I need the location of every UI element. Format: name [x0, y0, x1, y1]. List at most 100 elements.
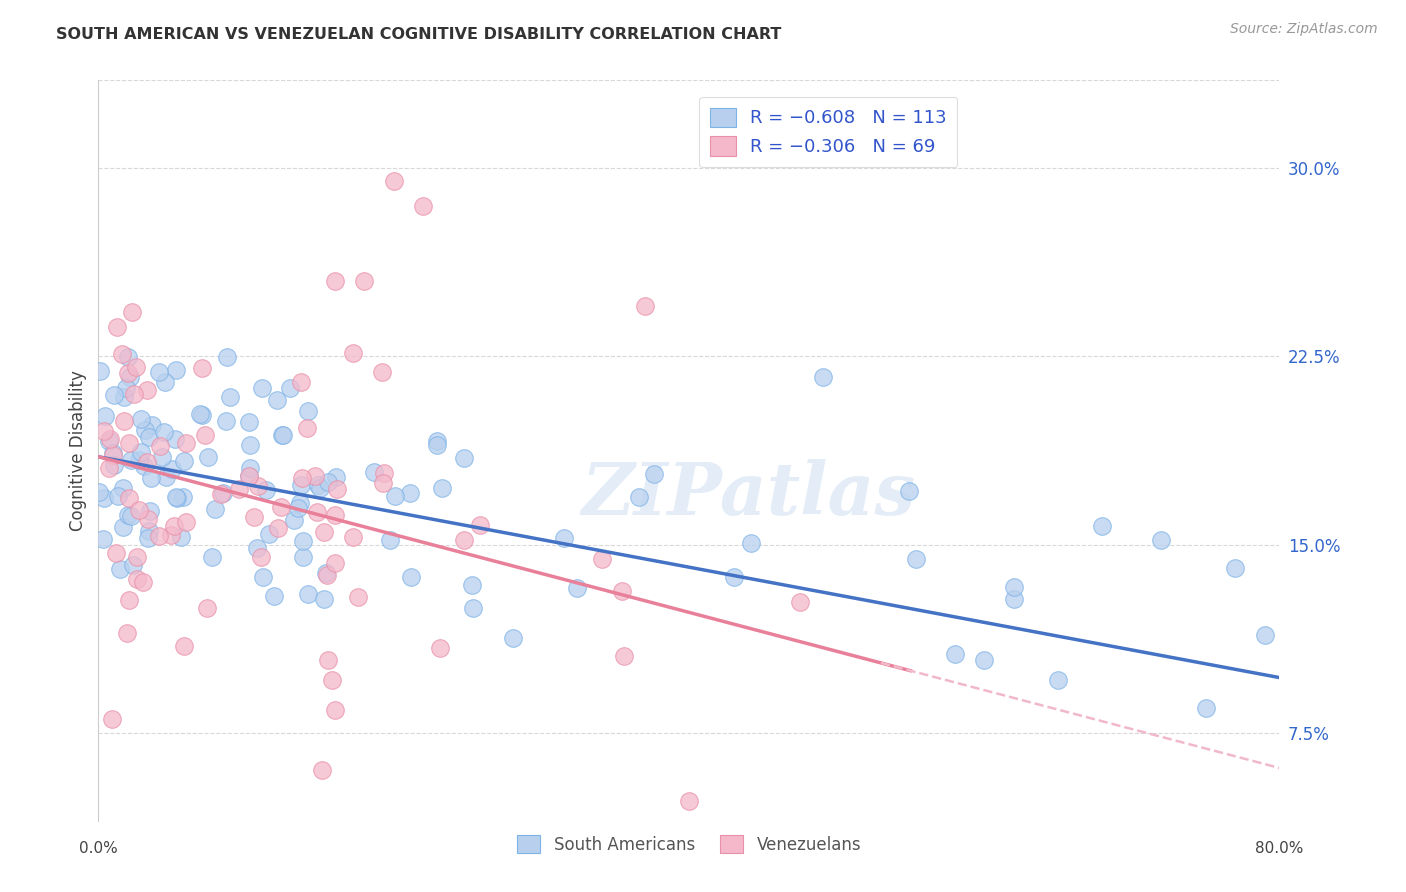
Point [131, 575, 153, 590]
Point [243, 510, 266, 524]
Point [131, 412, 153, 426]
Point [973, 653, 995, 667]
Point [112, 390, 135, 404]
Text: Source: ZipAtlas.com: Source: ZipAtlas.com [1230, 22, 1378, 37]
Point [194, 428, 217, 442]
Text: ZIPatlas: ZIPatlas [581, 459, 915, 531]
Point [165, 432, 187, 446]
Point [1091, 519, 1114, 533]
Point [267, 521, 290, 535]
Point [1002, 592, 1025, 607]
Point [314, 525, 336, 540]
Point [120, 370, 142, 384]
Point [1254, 628, 1277, 642]
Text: 80.0%: 80.0% [1256, 841, 1303, 855]
Point [553, 531, 575, 545]
Point [169, 530, 191, 544]
Point [263, 589, 285, 603]
Point [612, 648, 634, 663]
Point [307, 505, 329, 519]
Point [172, 490, 194, 504]
Point [110, 346, 132, 360]
Point [426, 438, 449, 452]
Point [141, 418, 163, 433]
Point [325, 556, 347, 570]
Point [138, 504, 160, 518]
Point [461, 578, 484, 592]
Point [453, 533, 475, 547]
Point [215, 414, 238, 428]
Point [250, 381, 273, 395]
Point [740, 535, 762, 549]
Point [453, 451, 475, 466]
Point [316, 475, 339, 489]
Point [209, 487, 232, 501]
Point [429, 640, 451, 655]
Point [122, 558, 145, 572]
Point [326, 482, 349, 496]
Point [295, 421, 318, 435]
Point [266, 392, 288, 407]
Point [384, 489, 406, 503]
Point [347, 591, 370, 605]
Point [211, 486, 233, 500]
Point [291, 549, 314, 564]
Point [315, 566, 337, 580]
Point [218, 390, 240, 404]
Point [315, 568, 337, 582]
Point [188, 407, 211, 421]
Point [325, 508, 347, 522]
Point [565, 581, 588, 595]
Point [134, 459, 156, 474]
Point [201, 550, 224, 565]
Point [342, 530, 364, 544]
Point [252, 569, 274, 583]
Point [215, 351, 238, 365]
Point [278, 381, 301, 395]
Point [197, 450, 219, 464]
Point [125, 550, 148, 565]
Point [292, 534, 315, 549]
Point [363, 465, 385, 479]
Point [163, 518, 186, 533]
Point [373, 467, 395, 481]
Point [283, 513, 305, 527]
Point [1150, 533, 1173, 548]
Point [811, 369, 834, 384]
Point [120, 509, 142, 524]
Point [174, 435, 197, 450]
Point [160, 462, 183, 476]
Point [323, 703, 346, 717]
Point [291, 471, 314, 485]
Point [134, 423, 156, 437]
Point [97, 434, 120, 448]
Point [257, 527, 280, 541]
Point [311, 764, 333, 778]
Point [117, 350, 139, 364]
Point [342, 346, 364, 360]
Point [247, 479, 270, 493]
Point [89, 364, 111, 378]
Point [103, 446, 125, 460]
Point [238, 468, 260, 483]
Point [318, 653, 340, 667]
Point [321, 673, 343, 688]
Point [399, 486, 422, 500]
Point [678, 793, 700, 807]
Point [118, 436, 141, 450]
Point [191, 360, 214, 375]
Point [100, 712, 122, 726]
Point [148, 365, 170, 379]
Point [382, 174, 405, 188]
Point [254, 483, 277, 498]
Point [204, 502, 226, 516]
Point [191, 408, 214, 422]
Point [312, 591, 335, 606]
Point [118, 593, 141, 607]
Point [115, 626, 138, 640]
Point [138, 524, 160, 539]
Point [470, 517, 492, 532]
Point [173, 639, 195, 653]
Point [107, 489, 129, 503]
Point [309, 481, 332, 495]
